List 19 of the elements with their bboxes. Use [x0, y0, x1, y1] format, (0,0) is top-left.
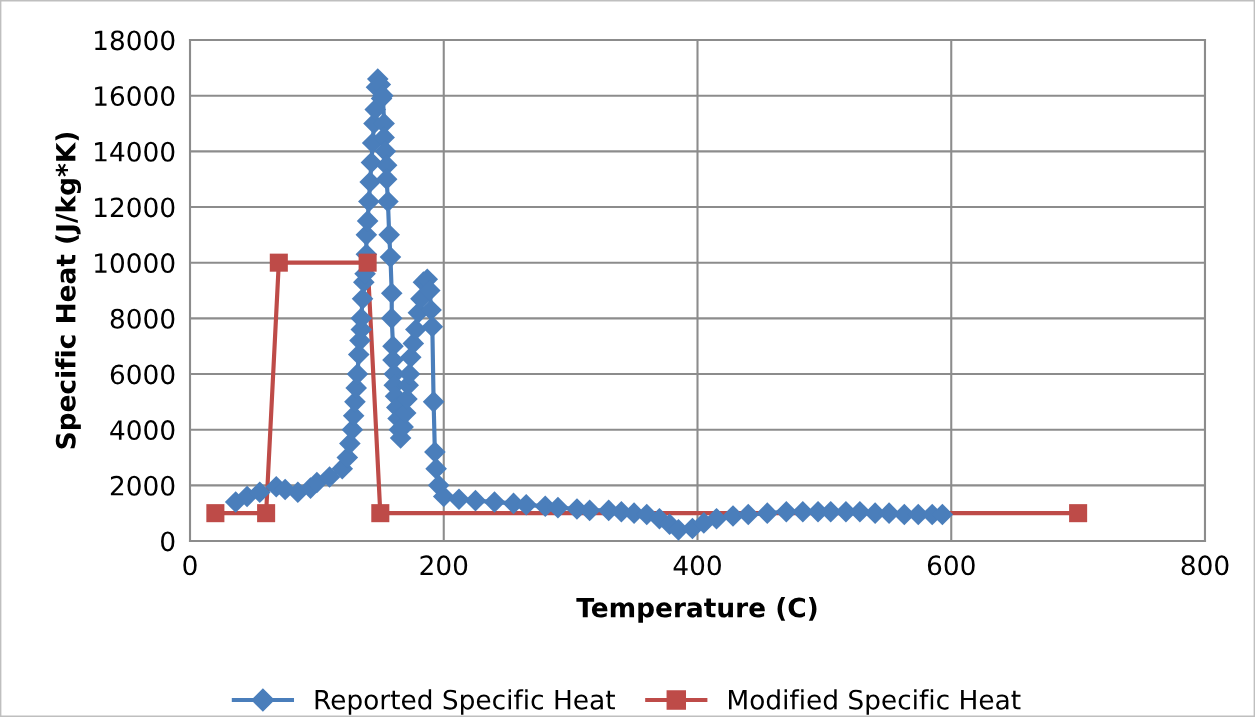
- y-tick-label: 2000: [110, 475, 175, 496]
- x-axis-title: Temperature (C): [576, 597, 817, 623]
- y-tick-label: 4000: [110, 420, 175, 441]
- y-tick-label: 8000: [110, 308, 175, 329]
- y-tick-label: 6000: [110, 364, 175, 385]
- legend-label: Modified Specific Heat: [729, 689, 1021, 715]
- x-tick-label: 800: [1181, 555, 1229, 576]
- y-tick-label: 0: [161, 531, 175, 552]
- y-tick-label: 12000: [95, 197, 175, 218]
- y-tick-label: 10000: [95, 253, 175, 274]
- y-axis-title: Specific Heat (J/kg*K): [55, 132, 82, 449]
- x-tick-label: 400: [673, 555, 721, 576]
- x-tick-label: 600: [927, 555, 975, 576]
- y-tick-label: 18000: [95, 30, 175, 51]
- x-tick-label: 0: [183, 555, 197, 576]
- y-tick-label: 16000: [95, 86, 175, 107]
- legend-label: Reported Specific Heat: [315, 689, 615, 715]
- y-tick-label: 14000: [95, 141, 175, 162]
- x-tick-label: 200: [420, 555, 468, 576]
